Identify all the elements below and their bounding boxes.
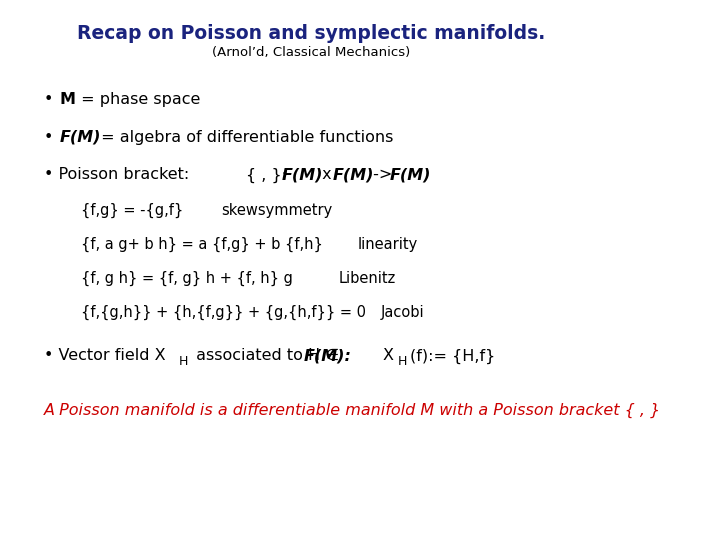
Text: •: •: [43, 92, 58, 107]
Text: Jacobi: Jacobi: [380, 305, 424, 320]
Text: F(M): F(M): [282, 167, 323, 183]
Text: linearity: linearity: [357, 237, 418, 252]
Text: • Poisson bracket:: • Poisson bracket:: [43, 167, 189, 183]
Text: F(M):: F(M):: [303, 348, 351, 363]
Text: H: H: [398, 355, 408, 368]
Text: skewsymmetry: skewsymmetry: [221, 202, 332, 218]
Text: X: X: [382, 348, 393, 363]
Text: = algebra of differentiable functions: = algebra of differentiable functions: [96, 130, 394, 145]
Text: {f,g} = -{g,f}: {f,g} = -{g,f}: [81, 202, 183, 218]
Text: (f):= {H,f}: (f):= {H,f}: [410, 348, 495, 363]
Text: F(M): F(M): [390, 167, 431, 183]
Text: • Vector field X: • Vector field X: [43, 348, 165, 363]
Text: (Arnol’d, Classical Mechanics): (Arnol’d, Classical Mechanics): [212, 46, 410, 59]
Text: M: M: [60, 92, 76, 107]
Text: {f,{g,h}} + {h,{f,g}} + {g,{h,f}} = 0: {f,{g,h}} + {h,{f,g}} + {g,{h,f}} = 0: [81, 305, 366, 320]
Text: {f, a g+ b h} = a {f,g} + b {f,h}: {f, a g+ b h} = a {f,g} + b {f,h}: [81, 237, 323, 252]
Text: A Poisson manifold is a differentiable manifold M with a Poisson bracket { , }: A Poisson manifold is a differentiable m…: [43, 402, 661, 417]
Text: Recap on Poisson and symplectic manifolds.: Recap on Poisson and symplectic manifold…: [77, 24, 545, 43]
Text: F(M): F(M): [60, 130, 102, 145]
Text: •: •: [43, 130, 58, 145]
Text: associated to H ∈: associated to H ∈: [192, 348, 340, 363]
Text: x: x: [317, 167, 337, 183]
Text: Libenitz: Libenitz: [339, 271, 396, 286]
Text: ->: ->: [368, 167, 397, 183]
Text: = phase space: = phase space: [76, 92, 200, 107]
Text: {f, g h} = {f, g} h + {f, h} g: {f, g h} = {f, g} h + {f, h} g: [81, 271, 293, 286]
Text: { , }:: { , }:: [246, 167, 292, 183]
Text: H: H: [179, 355, 189, 368]
Text: F(M): F(M): [333, 167, 374, 183]
